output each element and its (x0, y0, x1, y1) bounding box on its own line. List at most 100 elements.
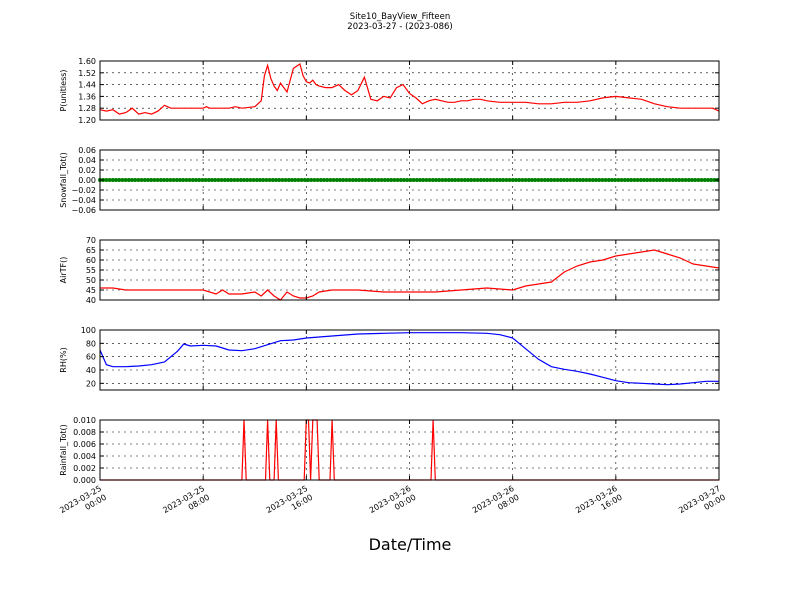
y-tick-label: 20 (86, 379, 96, 388)
data-point (702, 178, 707, 182)
y-tick-label: 0.002 (73, 464, 96, 473)
data-point (466, 178, 470, 182)
x-tick-label: 2023-03-2608:00 (471, 484, 521, 524)
data-point (312, 178, 317, 182)
data-point (619, 178, 624, 182)
data-point (680, 178, 685, 182)
data-point (142, 178, 147, 182)
data-point (603, 178, 608, 182)
x-tick-label: 2023-03-2616:00 (574, 484, 624, 524)
data-point (338, 178, 342, 182)
data-point (450, 178, 454, 182)
data-point (398, 178, 403, 182)
data-point (293, 178, 298, 182)
data-point (472, 178, 477, 182)
y-tick-label: 1.44 (78, 81, 96, 90)
data-point (520, 178, 525, 182)
data-point (325, 178, 330, 182)
y-axis-label: P(unitless) (59, 69, 68, 111)
y-tick-label: −0.06 (71, 206, 96, 215)
data-point (558, 178, 563, 182)
x-axis-tick-labels: 2023-03-2500:00 2023-03-2508:00 2023-03-25… (58, 484, 727, 524)
data-point (709, 178, 714, 182)
data-point (309, 178, 314, 182)
data-point (616, 178, 621, 182)
data-point (690, 178, 694, 182)
data-point (411, 178, 416, 182)
data-point (459, 178, 464, 182)
data-point (181, 178, 186, 182)
data-point (174, 178, 179, 182)
data-point (334, 178, 339, 182)
data-point (562, 178, 566, 182)
data-point (514, 178, 518, 182)
y-tick-label: 100 (81, 326, 96, 335)
data-point (638, 178, 643, 182)
data-point (443, 178, 448, 182)
data-point (578, 178, 582, 182)
data-point (306, 178, 310, 182)
data-point (274, 178, 278, 182)
data-point (427, 178, 432, 182)
data-point (693, 178, 698, 182)
y-tick-label: 0.010 (73, 416, 96, 425)
data-point (475, 178, 480, 182)
data-point (530, 178, 534, 182)
data-point (587, 178, 592, 182)
data-point (546, 178, 550, 182)
grid (99, 239, 720, 301)
data-point (610, 178, 614, 182)
data-point (229, 178, 234, 182)
data-point (267, 178, 272, 182)
data-point (290, 178, 294, 182)
data-point (418, 178, 422, 182)
data-point (542, 178, 547, 182)
data-point (376, 178, 381, 182)
data-point (430, 178, 435, 182)
data-point (469, 178, 474, 182)
data-point (235, 178, 240, 182)
data-point (318, 178, 323, 182)
data-point (670, 178, 675, 182)
data-point (286, 178, 291, 182)
data-point (549, 178, 554, 182)
data-point (421, 178, 426, 182)
data-point (114, 178, 118, 182)
x-tick-label: 2023-03-2700:00 (677, 484, 727, 524)
data-point (232, 178, 237, 182)
data-point (651, 178, 656, 182)
data-point (146, 178, 150, 182)
data-point (315, 178, 320, 182)
data-point (126, 178, 131, 182)
y-tick-label: −0.02 (71, 186, 96, 195)
data-point (296, 178, 301, 182)
data-point (555, 178, 560, 182)
y-tick-label: 80 (86, 339, 96, 348)
data-point (683, 178, 688, 182)
y-tick-label: 1.28 (78, 104, 96, 113)
data-point (248, 178, 253, 182)
data-point (357, 178, 362, 182)
data-point (302, 178, 307, 182)
data-point (331, 178, 336, 182)
data-point (328, 178, 333, 182)
data-point (194, 178, 198, 182)
data-point (648, 178, 653, 182)
data-point (405, 178, 410, 182)
y-tick-label: 50 (86, 276, 96, 285)
data-point (158, 178, 163, 182)
grid (99, 329, 720, 390)
panel-1: 1.20 1.28 1.36 1.44 1.52 1.60 P(unitless) (59, 57, 720, 125)
panel-4: 20 40 60 80 100 RH(%) (59, 326, 720, 391)
x-tick-label: 2023-03-2508:00 (161, 484, 211, 524)
plot-frame (99, 60, 720, 121)
data-point (594, 178, 598, 182)
data-point (171, 178, 176, 182)
panel-2: −0.06−0.04−0.020.000.020.040.06 Snowfall_… (59, 146, 720, 215)
series-markers (98, 178, 720, 182)
data-point (242, 178, 246, 182)
data-point (606, 178, 611, 182)
y-axis-label: AirTF() (59, 257, 68, 284)
data-point (712, 178, 717, 182)
data-point (440, 178, 445, 182)
